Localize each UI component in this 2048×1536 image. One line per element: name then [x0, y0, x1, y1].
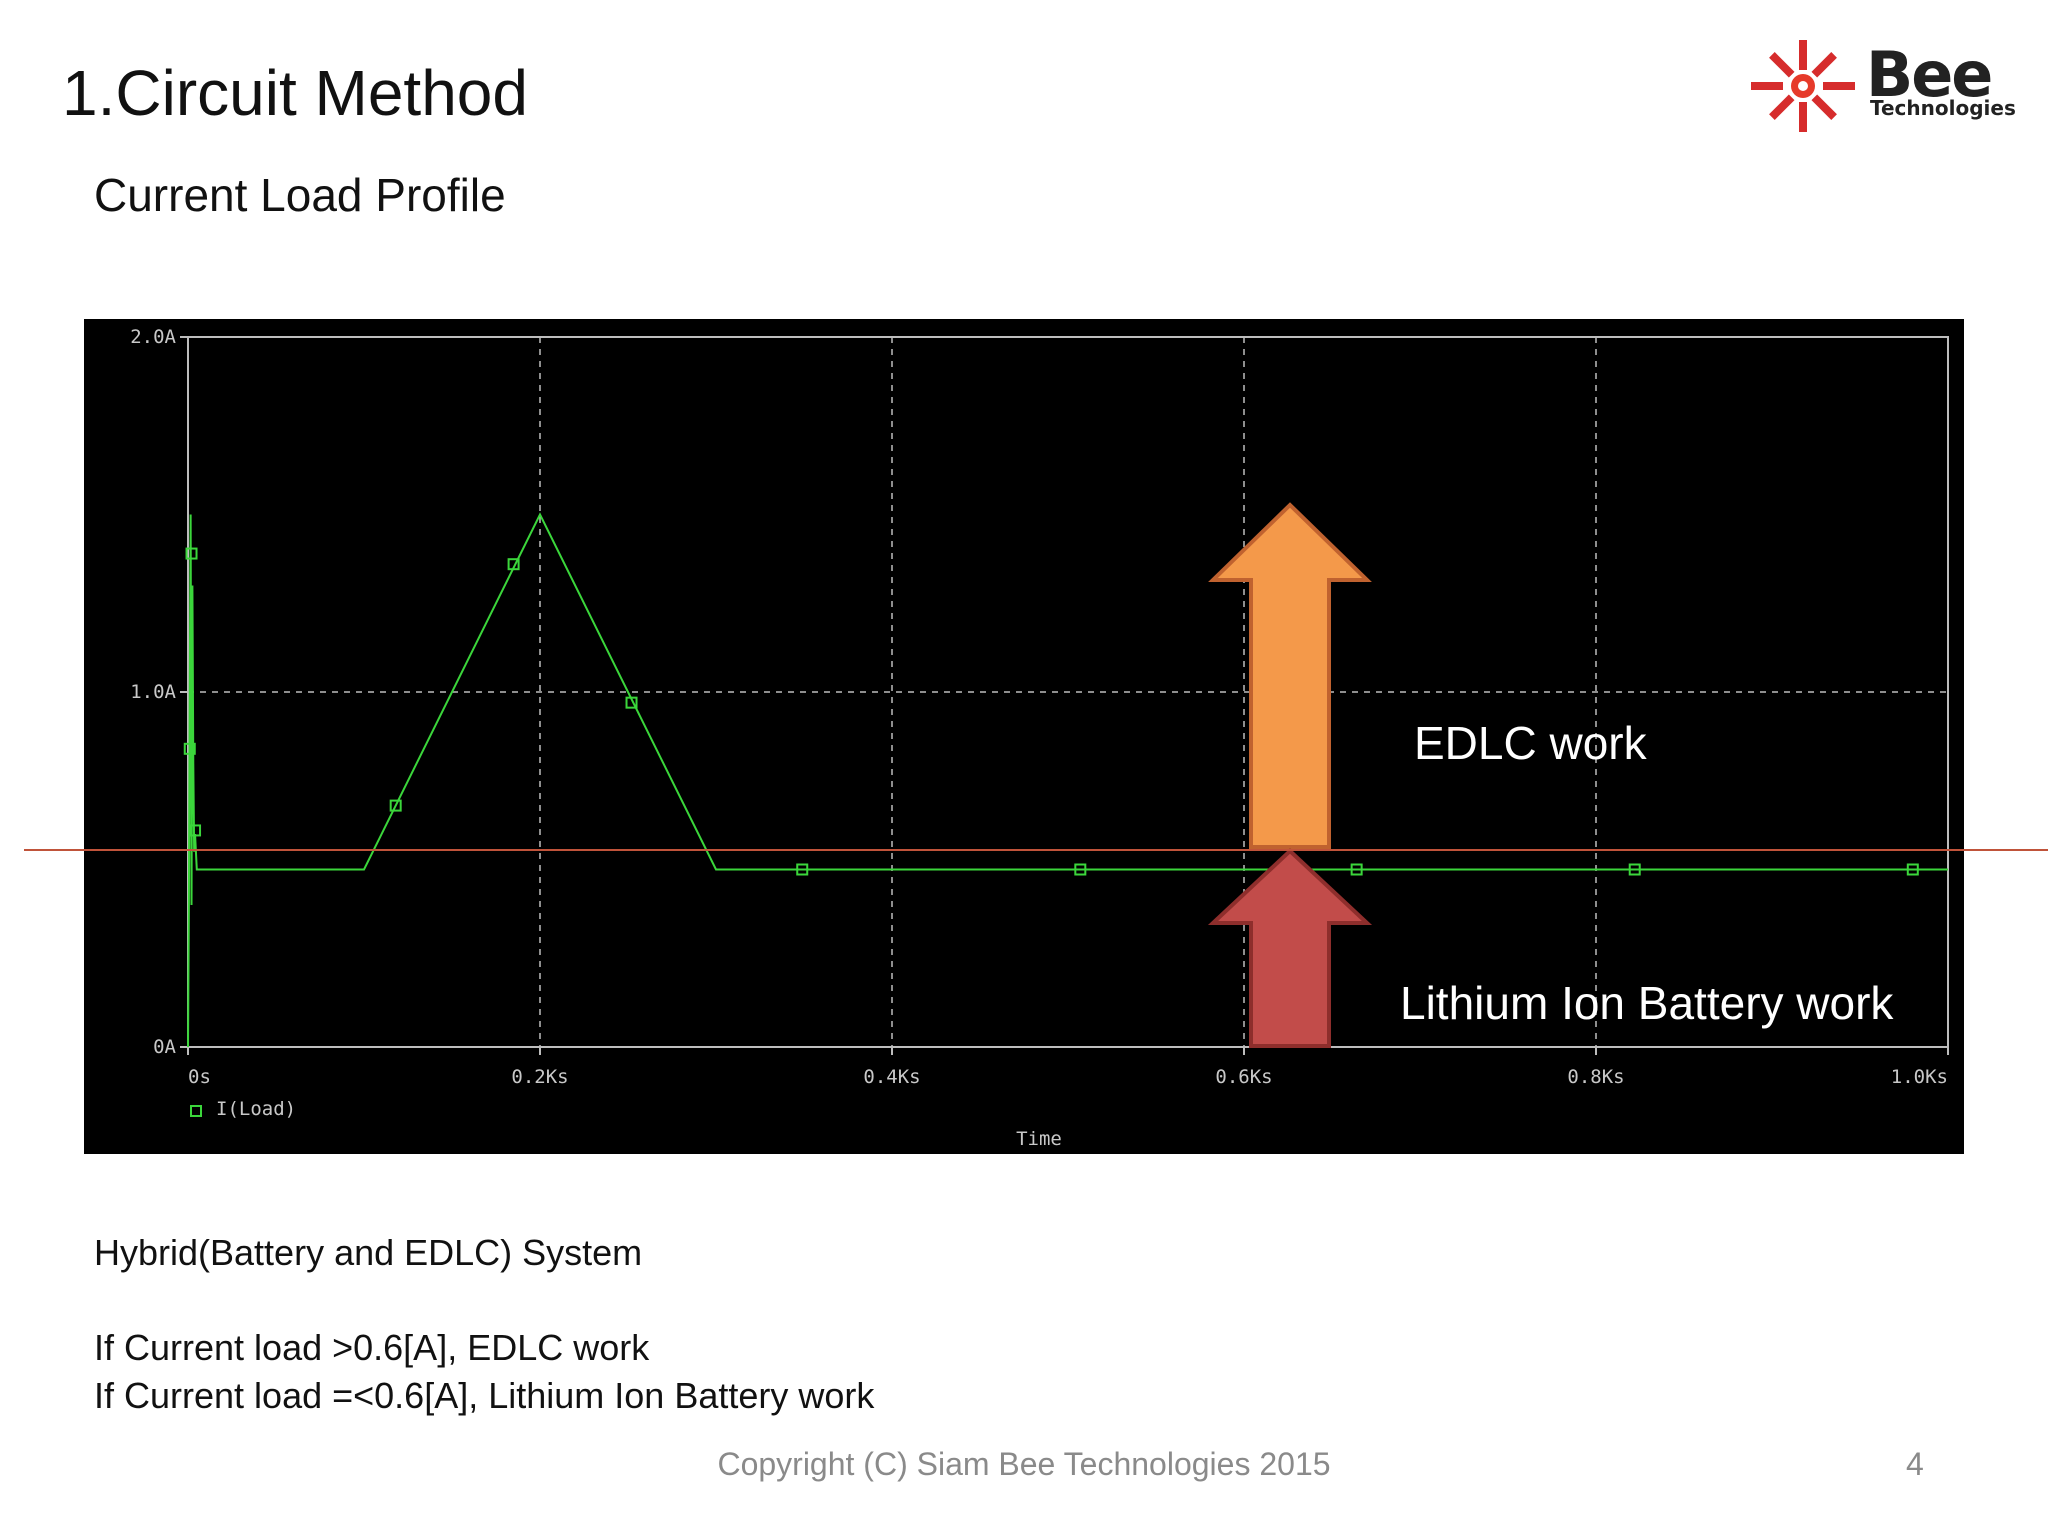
copyright-footer: Copyright (C) Siam Bee Technologies 2015	[717, 1446, 1331, 1482]
page-number: 4	[1906, 1446, 1924, 1482]
x-tick-label: 0.2Ks	[511, 1066, 568, 1088]
bee-logo: Bee Technologies	[1748, 36, 2018, 136]
slide-title: 1.Circuit Method	[62, 57, 528, 129]
y-tick-label: 2.0A	[130, 326, 176, 348]
series-marker	[189, 824, 202, 837]
series-marker	[1074, 863, 1087, 876]
bee-sunburst-icon	[1751, 40, 1855, 132]
slide-subtitle: Current Load Profile	[94, 169, 506, 221]
series-marker	[625, 696, 638, 709]
edlc-work-label: EDLC work	[1414, 717, 1648, 769]
legend-marker	[190, 1105, 202, 1117]
logo-wordmark: Bee	[1866, 38, 1993, 111]
series-marker	[185, 547, 198, 560]
battery-arrow	[1207, 848, 1373, 1048]
x-tick-label: 0.4Ks	[863, 1066, 920, 1088]
axes: 0s 0.2Ks 0.4Ks 0.6Ks 0.8Ks 1.0Ks 0A 1.0A 2.0A	[130, 326, 1949, 1088]
body-heading: Hybrid(Battery and EDLC) System	[94, 1232, 643, 1273]
series-marker	[183, 742, 196, 755]
series-marker	[507, 558, 520, 571]
series-marker	[796, 863, 809, 876]
plot-background	[84, 319, 1964, 1154]
series-line	[187, 512, 1948, 1048]
edlc-arrow	[1208, 502, 1372, 849]
rule-edlc: If Current load >0.6[A], EDLC work	[94, 1327, 650, 1368]
logo-subtitle: Technologies	[1870, 96, 2016, 120]
y-tick-label: 1.0A	[130, 681, 176, 703]
annotation-arrows	[1207, 502, 1373, 1048]
x-tick-label: 0.6Ks	[1215, 1066, 1272, 1088]
x-tick-label: 0.8Ks	[1567, 1066, 1624, 1088]
series-marker	[1350, 863, 1363, 876]
x-tick-label: 0s	[188, 1066, 211, 1088]
threshold-line	[24, 849, 2048, 851]
rule-battery: If Current load =<0.6[A], Lithium Ion Ba…	[94, 1375, 875, 1416]
current-load-chart: 0s 0.2Ks 0.4Ks 0.6Ks 0.8Ks 1.0Ks 0A 1.0A 2.0A ED…	[84, 319, 1964, 1154]
series-marker	[1628, 863, 1641, 876]
grid	[188, 337, 1948, 1047]
legend-label: I(Load)	[216, 1098, 296, 1120]
series-marker	[1906, 863, 1919, 876]
x-axis-label: Time	[1016, 1128, 1062, 1150]
series-marker	[389, 799, 402, 812]
trace	[183, 512, 1948, 1048]
battery-work-label: Lithium Ion Battery work	[1400, 977, 1894, 1029]
x-tick-label: 1.0Ks	[1891, 1066, 1948, 1088]
y-tick-label: 0A	[153, 1036, 176, 1058]
